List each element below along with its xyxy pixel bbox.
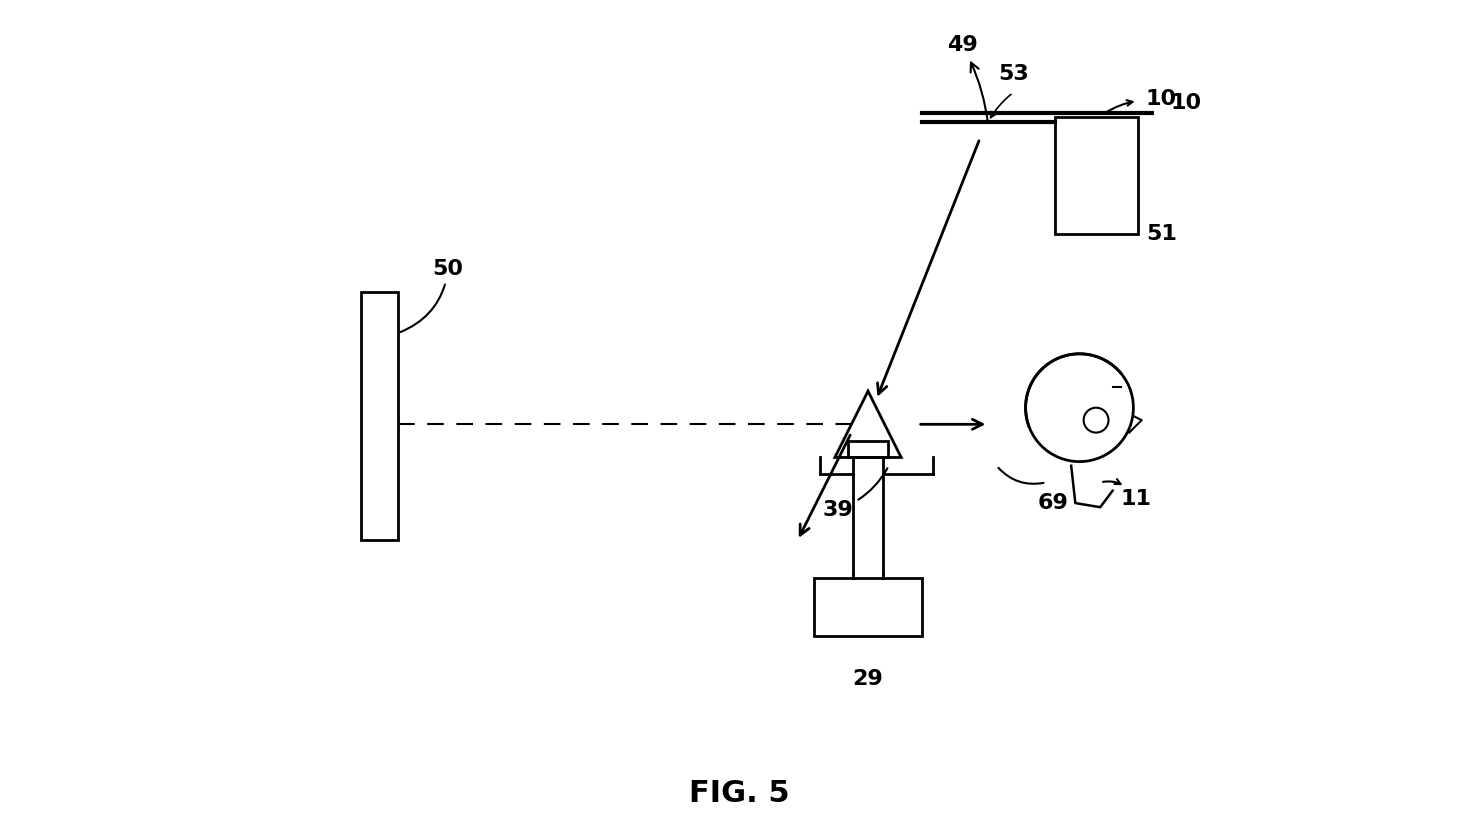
Bar: [1055, 117, 1137, 234]
Bar: [813, 577, 921, 636]
Text: 50: 50: [401, 259, 464, 332]
Text: 11: 11: [1121, 489, 1152, 509]
Text: 39: 39: [822, 468, 887, 519]
Text: 10: 10: [1146, 89, 1177, 109]
Text: 29: 29: [853, 669, 883, 689]
Text: 69: 69: [1038, 493, 1069, 513]
Text: 51: 51: [1146, 224, 1177, 244]
Text: FIG. 5: FIG. 5: [689, 779, 790, 808]
Text: 53: 53: [998, 64, 1028, 84]
Text: 10: 10: [1171, 93, 1202, 113]
Text: 49: 49: [947, 35, 988, 123]
Bar: [847, 441, 887, 458]
Bar: [361, 292, 398, 540]
